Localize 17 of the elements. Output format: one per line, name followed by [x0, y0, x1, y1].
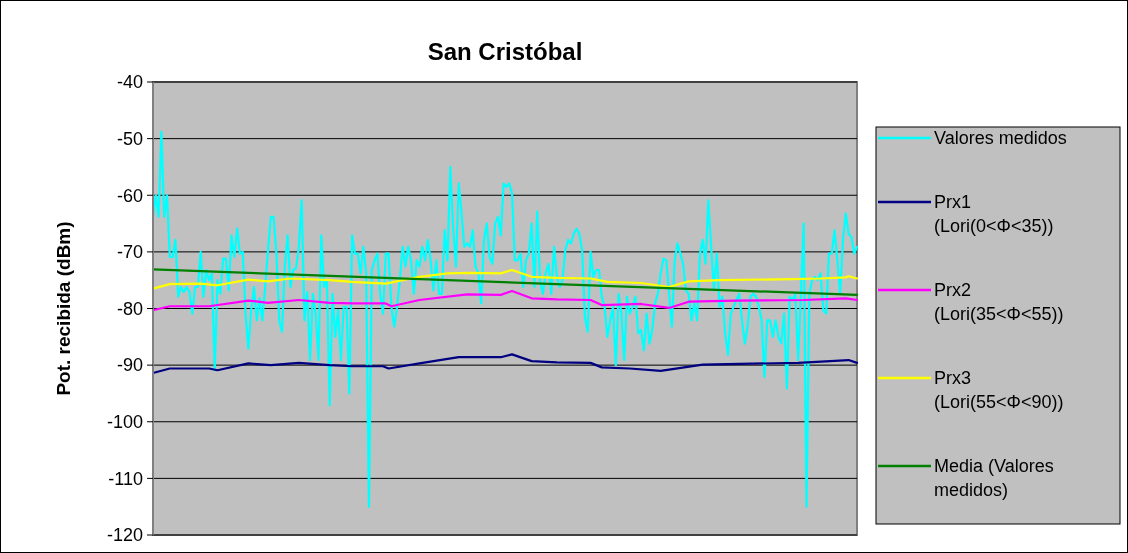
y-tick-label: -100 — [106, 412, 143, 433]
y-axis-title: Pot. recibida (dBm) — [53, 221, 74, 396]
y-tick-label: -40 — [116, 72, 143, 93]
y-tick-label: -80 — [116, 298, 143, 319]
legend-label: Prx2 (Lori(35<Φ<55)) — [934, 280, 1064, 325]
y-tick-label: -90 — [116, 355, 143, 376]
chart-title: San Cristóbal — [427, 38, 583, 65]
legend-label: Prx3 (Lori(55<Φ<90)) — [934, 368, 1064, 413]
line-series — [151, 268, 859, 290]
y-tick-label: -60 — [116, 185, 143, 206]
legend-label: Valores medidos — [934, 128, 1067, 149]
y-tick-label: -120 — [106, 525, 143, 546]
y-tick-label: -70 — [116, 242, 143, 263]
legend-label: Media (Valores medidos) — [934, 456, 1054, 501]
y-tick-label: -50 — [116, 128, 143, 149]
legend-label: Prx1 (Lori(0<Φ<35)) — [934, 192, 1054, 237]
y-tick-label: -110 — [108, 468, 143, 489]
